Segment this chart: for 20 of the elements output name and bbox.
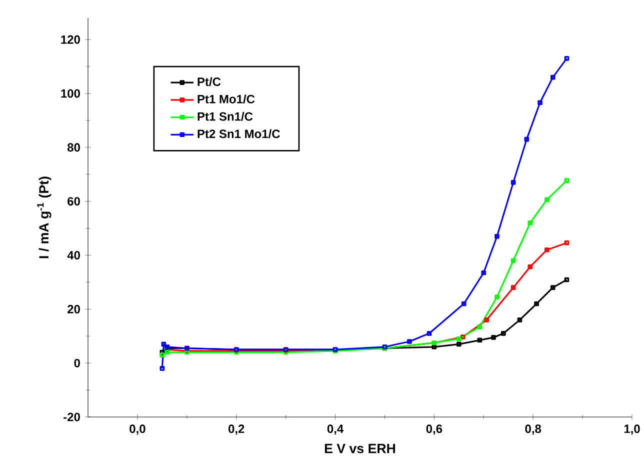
x-tick-label: 0,4 bbox=[327, 424, 344, 435]
x-axis-title: E V vs ERH bbox=[324, 444, 396, 454]
x-tick-label: 1,0 bbox=[624, 424, 640, 435]
legend-label: Pt2 Sn1 Mo1/C bbox=[198, 129, 280, 138]
y-tick-label: 20 bbox=[68, 304, 80, 314]
y-tick-label: 120 bbox=[61, 35, 80, 44]
y-axis-title: I / mA g$^{-1}$ (Pt) bbox=[37, 176, 52, 258]
legend-label: Pt1 Mo1/C bbox=[198, 94, 255, 104]
x-tick-label: 0,2 bbox=[228, 424, 244, 435]
y-tick-label: 60 bbox=[68, 197, 80, 206]
y-tick-label: -20 bbox=[64, 412, 80, 422]
legend-label: Pt/C bbox=[198, 77, 221, 86]
y-tick-label: 80 bbox=[67, 143, 80, 152]
legend-label: Pt1 Sn1/C bbox=[198, 112, 253, 121]
y-tick-label: 40 bbox=[67, 250, 80, 260]
x-tick-label: 0,8 bbox=[525, 424, 542, 435]
y-tick-label: 0 bbox=[74, 358, 80, 368]
x-tick-label: 0,0 bbox=[130, 424, 146, 435]
y-tick-label: 100 bbox=[61, 89, 80, 98]
x-tick-label: 0,6 bbox=[426, 424, 442, 435]
